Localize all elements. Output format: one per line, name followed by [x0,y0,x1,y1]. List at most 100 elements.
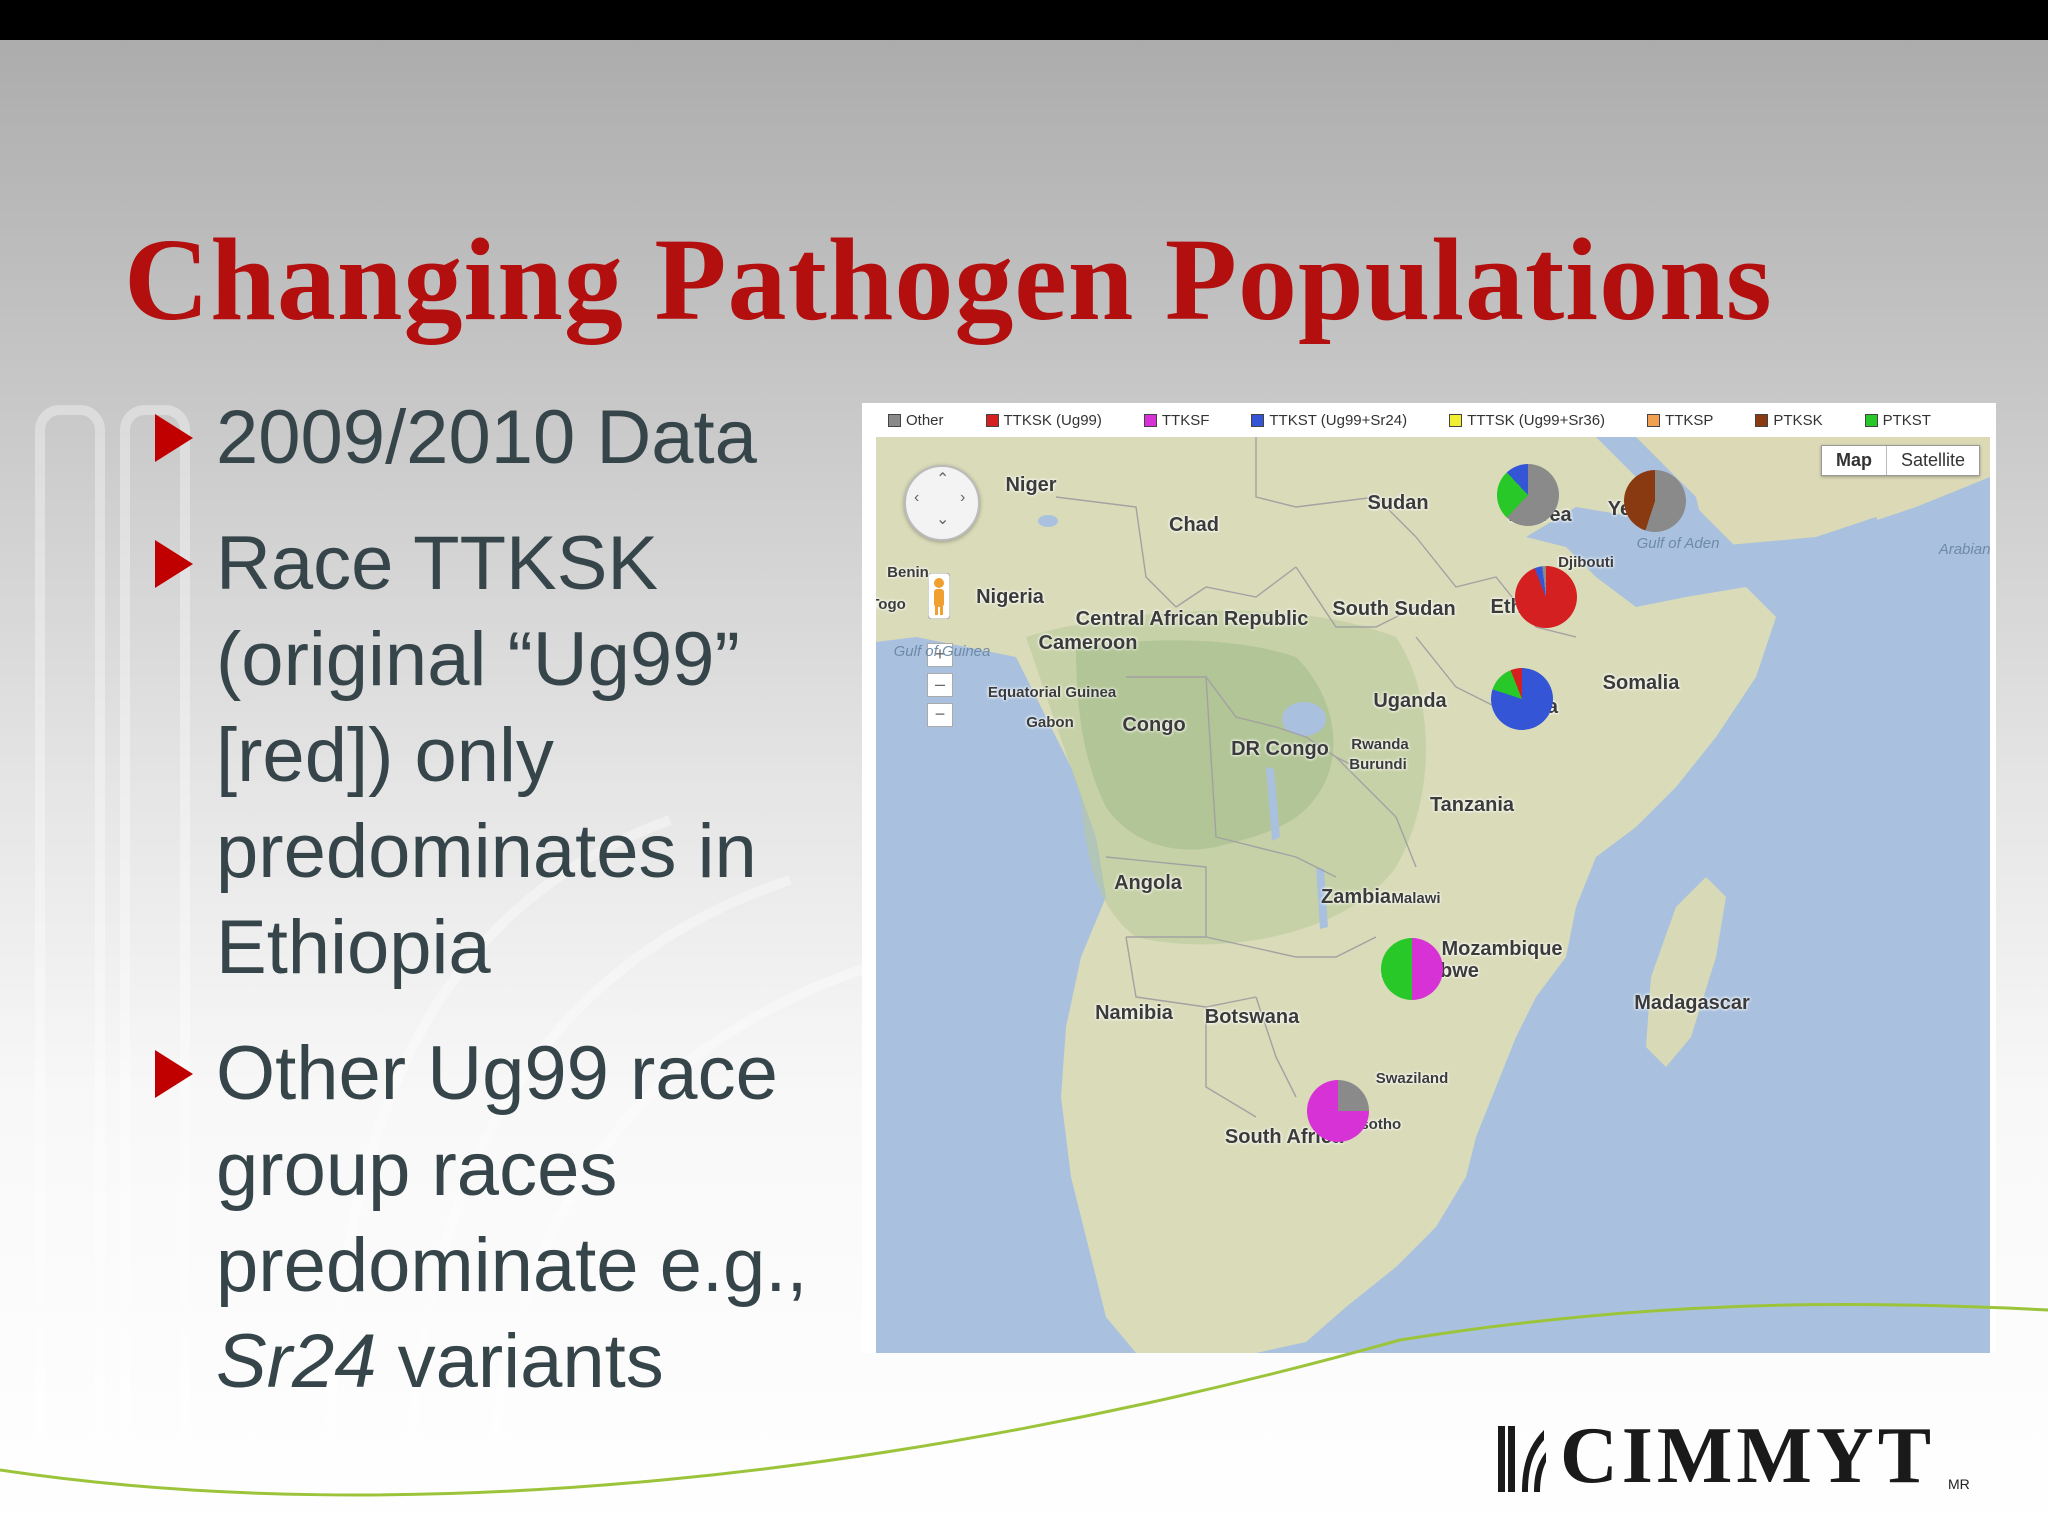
lake-victoria [1282,702,1326,736]
legend-label: PTKST [1882,411,1931,429]
zoom-in-icon[interactable]: + [927,643,953,667]
race-pie-marker[interactable] [1381,938,1443,1000]
bullet-item: 2009/2010 Data [150,390,870,486]
google-map[interactable]: Map Satellite ⌃ ⌄ ‹ › + – − Niger Chad Sud… [876,437,1990,1353]
bullet-arrow-icon [155,1050,193,1098]
italic-term: Sr24 [216,1319,377,1404]
map-view-button[interactable]: Map [1822,446,1887,475]
cimmyt-logo: CIMMYT MR [1498,1416,1978,1496]
map-label: Swaziland [1375,1070,1449,1087]
lake-chad [1038,515,1058,527]
legend-item: Other [888,412,944,429]
map-label: Togo [876,596,906,613]
legend-item: TTKST (Ug99+Sr24) [1251,412,1407,429]
legend-label: Other [906,411,944,429]
map-label: Madagascar [1634,992,1750,1014]
map-label: DR Congo [1231,738,1329,760]
pan-right-icon[interactable]: › [960,489,966,506]
legend-item: PTKSK [1755,411,1823,429]
country-borders [1055,437,1577,1118]
satellite-view-button[interactable]: Satellite [1900,450,1965,470]
legend-swatch [1449,413,1463,427]
map-label: Rwanda [1351,736,1409,753]
legend-swatch [1143,413,1157,427]
map-label: Uganda [1373,690,1447,712]
map-label: Tanzania [1429,794,1515,816]
bullet-item: Race TTKSK (original “Ug99” [red]) only … [150,516,870,996]
zoom-control: + – − [927,643,953,733]
bullet-arrow-icon [155,540,193,588]
race-pie-marker[interactable] [1307,1080,1369,1142]
bullet-text-rest: variants [376,1319,664,1404]
pan-left-icon[interactable]: ‹ [914,489,920,506]
legend-swatch [888,413,901,427]
savanna-green [1026,610,1426,945]
bullet-arrow-icon [155,414,193,462]
street-view-pegman-icon[interactable] [928,573,950,619]
bullet-list: 2009/2010 Data Race TTKSK (original “Ug9… [150,390,870,1440]
map-label: Angola [1114,872,1182,894]
bullet-text: Race TTKSK [216,521,659,606]
map-label: Namibia [1095,1002,1173,1024]
map-label: Congo [1122,714,1186,736]
bullet-text: Ethiopia [216,905,491,990]
zoom-out-icon[interactable]: − [927,703,953,727]
legend-label: TTKSF [1161,411,1210,429]
bullet-text: 2009/2010 Data [216,395,757,480]
map-type-toggle: Map Satellite [1820,445,1980,476]
map-label: Niger [1005,474,1057,496]
zoom-slider-icon[interactable]: – [927,673,953,697]
bullet-text: (original “Ug99” [216,617,740,702]
legend-item: TTKSF [1143,411,1210,429]
map-basemap [876,437,1990,1353]
map-label: Gulf of Guinea [893,643,991,660]
logo-wordmark: CIMMYT [1560,1412,1936,1500]
legend-swatch [1647,413,1661,427]
map-label: Cameroon [1038,632,1138,654]
legend-label: TTTSK (Ug99+Sr36) [1467,411,1606,429]
lake-tanganyika [1266,767,1280,841]
map-label: Gulf of Aden [1636,535,1720,552]
map-legend: Other TTKSK (Ug99) TTKSF TTKST (Ug99+Sr24) T… [862,403,1996,437]
bullet-item: Other Ug99 race group races predominate … [150,1026,870,1410]
gulf-of-aden [1706,517,1886,572]
map-label: Arabian Sea [1938,541,1990,558]
legend-label: PTKSK [1773,411,1823,429]
map-label: Mozambique [1441,938,1563,960]
legend-swatch [1864,413,1878,427]
race-pie-marker[interactable] [1515,566,1577,628]
race-pie-marker[interactable] [1491,668,1553,730]
map-label: Benin [887,564,929,581]
map-label: Gabon [1026,714,1074,731]
map-label: Djibouti [1558,554,1614,571]
legend-item: TTKSP [1647,412,1713,429]
top-black-bar [0,0,2048,40]
background-wheat-watermark [35,405,892,1495]
pan-control[interactable]: ⌃ ⌄ ‹ › [904,465,980,541]
map-label: Burundi [1349,756,1407,773]
wheat-logo-icon [1498,1426,1546,1492]
legend-label: TTKST (Ug99+Sr24) [1269,411,1408,429]
legend-item: TTTSK (Ug99+Sr36) [1449,412,1605,429]
map-label: South Sudan [1332,598,1456,620]
bullet-text: group races [216,1127,618,1212]
map-label: Malawi [1391,890,1441,907]
map-label: South Africa [1224,1126,1344,1148]
lake-malawi [1316,867,1328,929]
pan-down-icon[interactable]: ⌄ [936,511,950,528]
map-label: Chad [1169,514,1219,536]
legend-item: PTKST [1864,411,1931,429]
map-label: Zambia [1320,886,1392,908]
race-pie-marker[interactable] [1497,464,1559,526]
slide-title: Changing Pathogen Populations [124,214,1773,345]
race-pie-marker[interactable] [1624,470,1686,532]
legend-label: TTKSK (Ug99) [1003,411,1102,429]
map-label: Central African Republic [1075,608,1309,630]
map-label: Sudan [1367,492,1429,514]
map-label: Nigeria [976,586,1044,608]
legend-swatch [1755,413,1769,427]
map-label: Botswana [1204,1006,1300,1028]
race-map-panel: Other TTKSK (Ug99) TTKSF TTKST (Ug99+Sr24) T… [862,403,1996,1353]
pan-up-icon[interactable]: ⌃ [936,471,950,488]
